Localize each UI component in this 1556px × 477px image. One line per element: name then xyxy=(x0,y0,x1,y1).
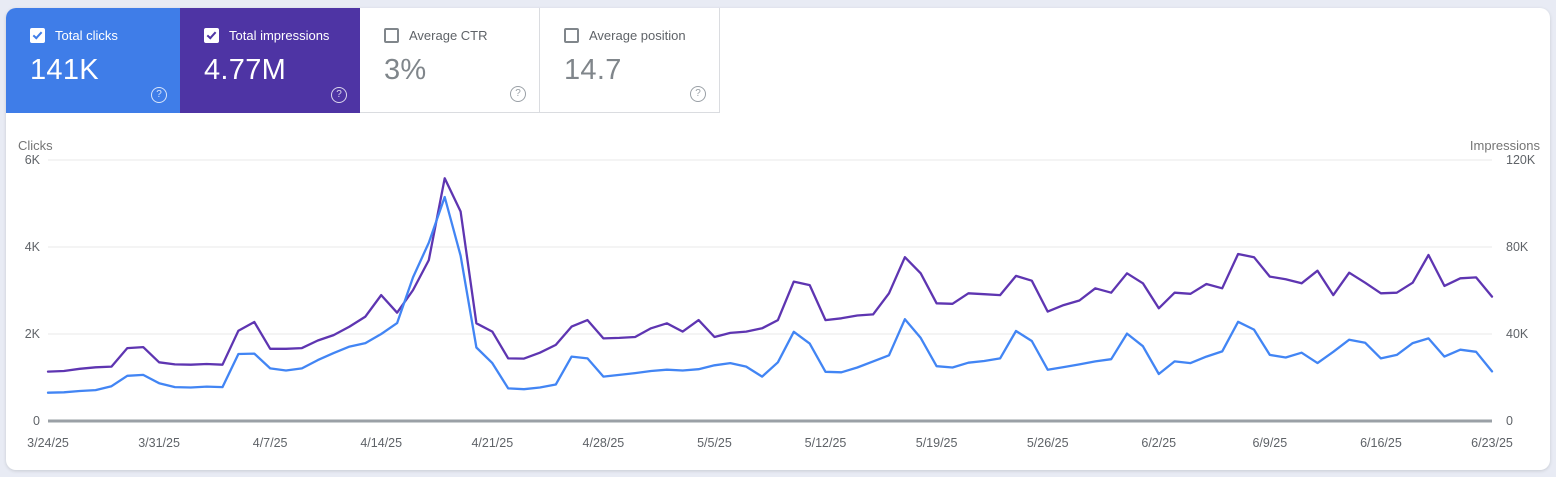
card-header: Total clicks xyxy=(30,28,180,43)
total-clicks-value: 141K xyxy=(30,54,99,86)
card-header: Average CTR xyxy=(384,28,539,43)
card-label: Average CTR xyxy=(409,28,488,43)
help-icon[interactable]: ? xyxy=(690,86,706,102)
average-ctr-value: 3% xyxy=(384,54,427,86)
x-axis-tick: 6/16/25 xyxy=(1360,436,1402,450)
x-axis-tick: 6/9/25 xyxy=(1252,436,1288,450)
x-axis-tick: 6/2/25 xyxy=(1141,436,1177,450)
x-axis-tick: 5/19/25 xyxy=(915,436,958,450)
card-label: Total impressions xyxy=(229,28,330,43)
y-axis-tick-right: 120K xyxy=(1506,153,1536,167)
performance-panel: Total clicks 141K ? Total impressions 4.… xyxy=(6,8,1550,470)
y-axis-tick-right: 40K xyxy=(1506,327,1529,341)
metric-card-total-clicks[interactable]: Total clicks 141K ? xyxy=(6,8,180,113)
help-icon[interactable]: ? xyxy=(510,86,526,102)
clicks-line xyxy=(46,195,1494,394)
y-axis-tick-left: 2K xyxy=(24,327,40,341)
x-axis-tick: 5/12/25 xyxy=(804,436,847,450)
x-axis-tick: 5/5/25 xyxy=(697,436,732,450)
x-axis-tick: 4/28/25 xyxy=(582,436,625,450)
metric-card-average-ctr[interactable]: Average CTR 3% ? xyxy=(360,8,540,113)
metric-card-total-impressions[interactable]: Total impressions 4.77M ? xyxy=(180,8,360,113)
y-axis-tick-right: 0 xyxy=(1506,414,1513,428)
card-label: Average position xyxy=(589,28,686,43)
x-axis-tick: 5/26/25 xyxy=(1026,436,1069,450)
x-axis-tick: 3/31/25 xyxy=(138,436,180,450)
x-axis-tick: 4/21/25 xyxy=(471,436,514,450)
metric-card-average-position[interactable]: Average position 14.7 ? xyxy=(540,8,720,113)
x-axis-tick: 6/23/25 xyxy=(1471,436,1513,450)
impressions-line xyxy=(46,177,1494,373)
performance-chart[interactable]: Clicks Impressions 6K 4K 2K 0 120K 80K 40K 0 3/2… xyxy=(6,8,1550,470)
x-axis-tick: 4/7/25 xyxy=(252,436,288,450)
y-axis-tick-left: 6K xyxy=(24,153,40,167)
chart-canvas[interactable] xyxy=(6,8,1550,470)
help-icon[interactable]: ? xyxy=(331,87,347,103)
left-axis-title: Clicks xyxy=(18,138,53,153)
y-axis-tick-left: 4K xyxy=(24,240,40,254)
y-axis-tick-left: 0 xyxy=(33,414,40,428)
card-label: Total clicks xyxy=(55,28,118,43)
right-axis-title: Impressions xyxy=(1469,138,1540,153)
help-icon[interactable]: ? xyxy=(151,87,167,103)
y-axis-tick-right: 80K xyxy=(1506,240,1529,254)
checkbox-average-position[interactable] xyxy=(564,28,579,43)
x-axis-tick: 3/24/25 xyxy=(27,436,69,450)
metric-cards-row: Total clicks 141K ? Total impressions 4.… xyxy=(6,8,720,113)
average-position-value: 14.7 xyxy=(564,54,622,86)
checkbox-total-clicks[interactable] xyxy=(30,28,45,43)
x-axis-tick: 4/14/25 xyxy=(360,436,403,450)
checkbox-average-ctr[interactable] xyxy=(384,28,399,43)
total-impressions-value: 4.77M xyxy=(204,54,287,86)
card-header: Total impressions xyxy=(204,28,360,43)
checkbox-total-impressions[interactable] xyxy=(204,28,219,43)
card-header: Average position xyxy=(564,28,719,43)
